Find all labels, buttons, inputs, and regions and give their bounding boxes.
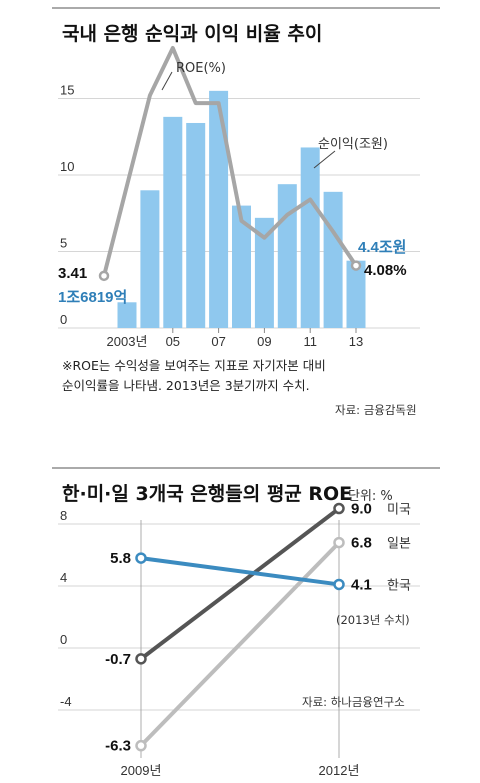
chart2-y-ticks: 8 4 0 -4 bbox=[60, 508, 72, 709]
chart1-note-line1: ※ROE는 수익성을 보여주는 지표로 자기자본 대비 bbox=[62, 358, 326, 373]
chart2-y-tick-label: 4 bbox=[60, 570, 67, 585]
chart1-note-line2: 순이익률을 나타냄. 2013년은 3분기까지 수치. bbox=[62, 378, 310, 393]
chart1-x-tick-label: 09 bbox=[257, 334, 271, 349]
chart1-roe-end-label: 4.08% bbox=[364, 262, 407, 279]
chart1-x-tick-label: 05 bbox=[166, 334, 180, 349]
chart1-bar bbox=[209, 90, 229, 328]
chart2-series-name: 한국 bbox=[387, 578, 411, 593]
chart2-series-line bbox=[139, 541, 341, 748]
chart1-roe-start-label: 3.41 bbox=[58, 265, 87, 282]
chart2-start-value: -6.3 bbox=[105, 738, 131, 755]
chart1-roe-polyline bbox=[102, 46, 358, 277]
chart2-labels: -0.7 9.0 미국 -6.3 6.8 일본 5.8 4.1 한국 bbox=[105, 501, 411, 755]
chart1-roe-series-label: ROE(%) bbox=[176, 61, 226, 76]
chart2-series-line bbox=[139, 506, 341, 661]
chart2-point bbox=[135, 653, 147, 665]
chart1-profit-start-label: 1조6819억 bbox=[58, 288, 127, 306]
chart2-y-tick-label: -4 bbox=[60, 694, 72, 709]
chart1-bar bbox=[163, 116, 183, 328]
chart1-roe-endpoint bbox=[98, 270, 110, 282]
chart2-end-value: 9.0 bbox=[351, 501, 372, 518]
chart1-bars bbox=[117, 90, 366, 328]
chart1-profit-leader bbox=[313, 150, 336, 169]
chart2-series-line bbox=[140, 556, 340, 587]
chart1-bar bbox=[117, 302, 137, 328]
chart1-roe-endpoint bbox=[350, 260, 362, 271]
chart2-point bbox=[333, 536, 345, 549]
chart2-lines bbox=[135, 502, 345, 752]
chart1-y-tick-label: 0 bbox=[60, 312, 67, 327]
chart1-y-tick-label: 15 bbox=[60, 83, 74, 98]
chart1-title: 국내 은행 순익과 이익 비율 추이 bbox=[62, 23, 322, 45]
chart2-title: 한·미·일 3개국 은행들의 평균 ROE bbox=[62, 483, 352, 505]
chart2-start-value: -0.7 bbox=[105, 651, 131, 668]
chart1-bar bbox=[277, 184, 297, 328]
chart1-y-tick-label: 10 bbox=[60, 159, 74, 174]
chart1-x-ticks: 2003년 05 07 09 11 13 bbox=[107, 328, 363, 349]
chart1-y-ticks: 15 10 5 0 bbox=[60, 83, 74, 328]
chart2-x-tick-label: 2012년 bbox=[319, 763, 360, 778]
chart2-x-tick-label: 2009년 bbox=[121, 763, 162, 778]
chart1-roe-leader bbox=[161, 71, 173, 91]
chart2-start-value: 5.8 bbox=[110, 550, 131, 567]
chart1-bar bbox=[186, 122, 206, 328]
chart1-bar bbox=[323, 191, 343, 328]
chart1-x-tick-label: 11 bbox=[303, 334, 317, 349]
chart2-unit: 단위: % bbox=[348, 489, 393, 504]
chart1-roe-line bbox=[98, 46, 362, 282]
chart1-bar bbox=[300, 147, 320, 328]
chart2-end-value: 4.1 bbox=[351, 576, 372, 593]
chart2-y-tick-label: 0 bbox=[60, 632, 67, 647]
chart2-point bbox=[333, 502, 345, 515]
chart2-y-tick-label: 8 bbox=[60, 508, 67, 523]
chart1-x-tick-label: 07 bbox=[211, 334, 225, 349]
chart2-end-value: 6.8 bbox=[351, 535, 372, 552]
chart1-profit-series-label: 순이익(조원) bbox=[318, 137, 388, 152]
chart1-source: 자료: 금융감독원 bbox=[335, 403, 417, 417]
chart1-x-tick-label: 13 bbox=[349, 334, 363, 349]
chart1-y-tick-label: 5 bbox=[60, 236, 67, 251]
chart1-bar bbox=[140, 190, 160, 328]
chart2-series-name: 미국 bbox=[387, 503, 411, 518]
chart2-point bbox=[135, 739, 147, 752]
chart1-bar bbox=[254, 217, 274, 328]
chart2-point bbox=[135, 552, 147, 564]
chart2-series-name: 일본 bbox=[387, 537, 411, 552]
chart2-point bbox=[333, 578, 345, 591]
chart2-x-ticks: 2009년 2012년 bbox=[121, 763, 360, 778]
chart2-source: 자료: 하나금융연구소 bbox=[302, 695, 405, 709]
chart1-profit-end-label: 4.4조원 bbox=[358, 239, 406, 256]
chart1-bar bbox=[346, 260, 366, 328]
chart1-bar bbox=[232, 205, 251, 328]
chart2-note: (2013년 수치) bbox=[336, 613, 410, 627]
chart1-x-tick-label: 2003년 bbox=[107, 334, 148, 349]
